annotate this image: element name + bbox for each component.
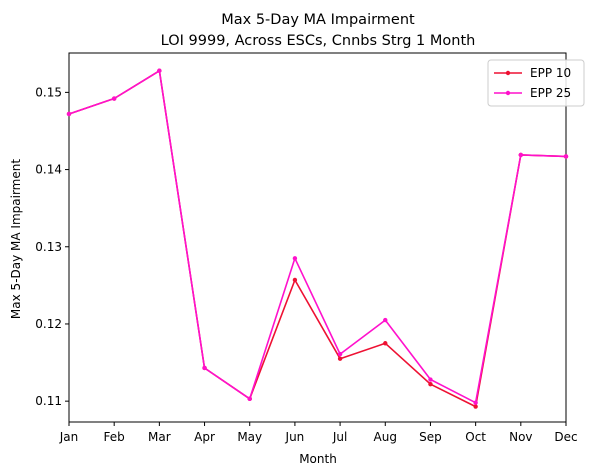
series-2-point: [202, 365, 207, 371]
series-2-point: [111, 96, 117, 101]
x-tick-label: Apr: [194, 430, 215, 444]
series-2-point: [473, 400, 478, 405]
x-tick-label: Nov: [509, 430, 532, 444]
x-tick-label: May: [237, 430, 262, 444]
x-tick-label: Jan: [59, 430, 79, 444]
legend-marker: [505, 70, 511, 76]
series-2-point: [292, 256, 298, 261]
series-2-point: [563, 154, 569, 159]
series-2-point: [337, 351, 343, 357]
plot-area: [68, 52, 567, 423]
series-2-point: [383, 317, 388, 323]
series-2-point: [66, 111, 72, 117]
x-tick-label: Jun: [285, 430, 305, 444]
y-axis: 0.11 0.12 0.13 0.14 0.15: [35, 85, 69, 408]
series-1-point: [292, 277, 298, 283]
y-tick-label: 0.11: [35, 394, 62, 408]
x-tick-label: Dec: [554, 430, 577, 444]
series-2-point: [518, 152, 524, 158]
series-2-point: [247, 396, 252, 402]
series-line-2: [68, 70, 567, 404]
legend: EPP 10 EPP 25: [487, 59, 585, 107]
legend-box: [487, 59, 585, 107]
y-tick-label: 0.12: [35, 317, 62, 331]
legend-label: EPP 10: [530, 66, 571, 80]
series-1-point: [428, 381, 433, 387]
x-axis: Jan Feb Mar Apr May Jun Jul Aug Sep Oct Nov Dec: [59, 422, 578, 444]
x-tick-label: Aug: [374, 430, 397, 444]
series-layer: [66, 68, 569, 409]
series-1-point: [337, 356, 343, 361]
y-tick-label: 0.14: [35, 163, 62, 177]
series-2-point: [157, 68, 162, 73]
series-1-point: [383, 341, 388, 346]
x-tick-label: Feb: [104, 430, 125, 444]
y-tick-label: 0.13: [35, 240, 62, 254]
x-tick-label: Mar: [148, 430, 171, 444]
legend-marker: [505, 90, 511, 96]
x-tick-label: Sep: [419, 430, 442, 444]
x-tick-label: Jul: [332, 430, 347, 444]
chart-subtitle: LOI 9999, Across ESCs, Cnnbs Strg 1 Mont…: [161, 33, 476, 49]
y-tick-label: 0.15: [35, 85, 62, 99]
series-line-1: [68, 70, 567, 408]
series-2-point: [428, 377, 433, 382]
x-tick-label: Oct: [465, 430, 486, 444]
y-axis-label: Max 5-Day MA Impairment: [9, 159, 23, 319]
series-1-point: [473, 404, 478, 409]
x-axis-label: Month: [299, 452, 337, 466]
legend-label: EPP 25: [530, 86, 571, 100]
chart-title: Max 5-Day MA Impairment: [221, 12, 415, 28]
